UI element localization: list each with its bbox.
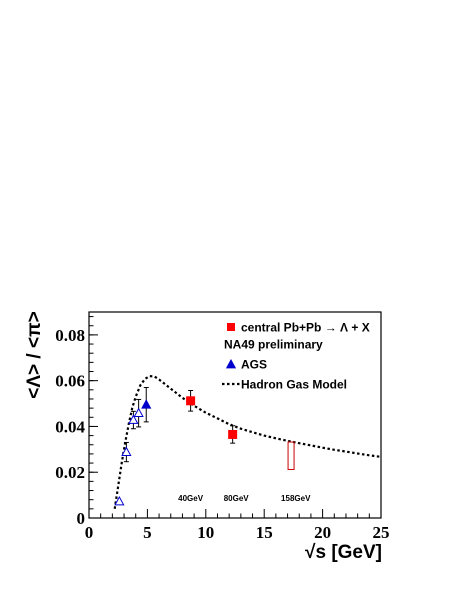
- y-tick-label: 0: [77, 509, 86, 528]
- x-tick-label: 20: [314, 523, 331, 542]
- y-tick-label: 0.02: [55, 463, 85, 482]
- legend-entry-label: Hadron Gas Model: [241, 378, 347, 392]
- x-tick-label: 25: [373, 523, 390, 542]
- y-tick-label: 0.06: [55, 372, 85, 391]
- na49-data-point: [228, 429, 238, 439]
- ags-open-data-point: [128, 414, 139, 424]
- y-axis-title: <Λ> / <π>: [24, 311, 45, 398]
- energy-label: 158GeV: [281, 494, 311, 503]
- na49-158gev-box: [287, 441, 295, 470]
- data-points: [114, 387, 295, 506]
- y-tick-label: 0.08: [55, 326, 85, 345]
- ags-open-data-point: [114, 495, 125, 506]
- energy-label: 80GeV: [224, 494, 250, 503]
- model-curve: [113, 374, 382, 509]
- legend-square-icon: [227, 323, 235, 331]
- energy-label: 40GeV: [178, 494, 204, 503]
- x-tick-label: 10: [197, 523, 214, 542]
- hadron-gas-model-curve: [113, 374, 382, 509]
- x-tick-label: 15: [256, 523, 273, 542]
- x-tick-label: 0: [85, 523, 94, 542]
- energy-annotations: 40GeV 80GeV 158GeV: [178, 494, 311, 503]
- legend-entry-label: NA49 preliminary: [224, 338, 323, 352]
- x-axis-title: √s [GeV]: [305, 542, 382, 563]
- ags-data-point: [141, 399, 152, 409]
- na49-data-point: [186, 396, 196, 406]
- legend-entry-label: central Pb+Pb → Λ + X: [241, 321, 370, 335]
- x-tick-label: 5: [143, 523, 152, 542]
- plot-area-border: [88, 311, 382, 519]
- axis-ticks: 0 5 10 15 20 25 0 0.02 0.04 0.06 0.08: [55, 316, 390, 542]
- ags-open-data-point: [133, 407, 144, 418]
- legend-triangle-icon: [225, 358, 237, 369]
- ags-open-data-point: [121, 446, 132, 456]
- legend-entry-label: AGS: [241, 358, 267, 372]
- plot-frame: [88, 311, 382, 519]
- legend: central Pb+Pb → Λ + X NA49 preliminary AGS…: [222, 321, 370, 392]
- y-tick-label: 0.04: [55, 417, 85, 436]
